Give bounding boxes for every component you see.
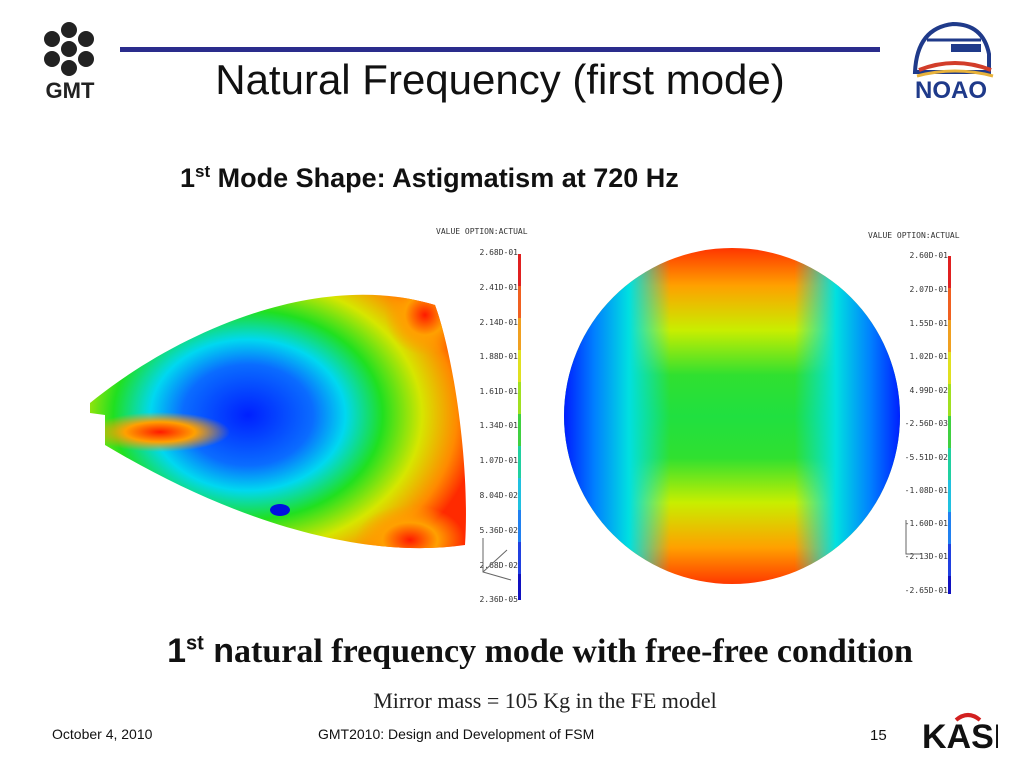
right-legend-label: -2.56D-03 bbox=[904, 419, 948, 428]
caption-rest: atural frequency mode with free-free con… bbox=[234, 633, 913, 670]
page-title: Natural Frequency (first mode) bbox=[215, 56, 785, 103]
left-legend-label: 1.07D-01 bbox=[479, 456, 518, 465]
left-legend-label: 2.68D-02 bbox=[479, 561, 518, 570]
subtitle: 1st Mode Shape: Astigmatism at 720 Hz bbox=[180, 162, 679, 194]
right-axis-triad-icon bbox=[905, 520, 922, 555]
right-legend-label: -2.13D-01 bbox=[904, 552, 948, 561]
right-legend-label: 1.55D-01 bbox=[909, 319, 948, 328]
kasi-logo-icon: KASI bbox=[922, 713, 1003, 756]
left-legend-label: 1.61D-01 bbox=[479, 387, 518, 396]
left-axis-triad-icon bbox=[482, 538, 512, 581]
left-legend-label: 8.04D-02 bbox=[479, 491, 518, 500]
left-legend-label: 2.41D-01 bbox=[479, 283, 518, 292]
subtitle-rest: Mode Shape: Astigmatism at 720 Hz bbox=[210, 163, 679, 193]
right-legend-label: 1.02D-01 bbox=[909, 352, 948, 361]
side-view-mode-plot bbox=[90, 294, 466, 549]
footer-date: October 4, 2010 bbox=[52, 726, 153, 742]
footer-conference: GMT2010: Design and Development of FSM bbox=[318, 726, 595, 742]
right-legend-label: 2.60D-01 bbox=[909, 251, 948, 260]
subtitle-prefix: 1 bbox=[180, 163, 196, 193]
right-legend-title: VALUE OPTION:ACTUAL bbox=[868, 231, 960, 240]
left-legend-label: 2.68D-01 bbox=[479, 248, 518, 257]
gmt-logo-text: GMT bbox=[45, 78, 95, 103]
caption-sup: st bbox=[185, 632, 204, 655]
caption-prefix: 1 bbox=[167, 632, 186, 670]
left-legend-label: 5.36D-02 bbox=[479, 526, 518, 535]
noao-logo: NOAO bbox=[895, 10, 1007, 106]
right-legend-label: -1.60D-01 bbox=[904, 519, 948, 528]
left-color-bar bbox=[518, 254, 521, 600]
right-color-bar bbox=[948, 256, 951, 594]
right-legend-label: 2.07D-01 bbox=[909, 285, 948, 294]
right-legend-label: -1.08D-01 bbox=[904, 486, 948, 495]
mass-note: Mirror mass = 105 Kg in the FE model bbox=[373, 688, 717, 713]
left-legend-label: 2.36D-05 bbox=[479, 595, 518, 604]
gmt-flower-icon bbox=[44, 22, 94, 76]
kasi-logo-text: KASI bbox=[922, 718, 998, 756]
right-legend-label: 4.99D-02 bbox=[909, 386, 948, 395]
left-legend-label: 1.34D-01 bbox=[479, 421, 518, 430]
gmt-logo bbox=[28, 12, 110, 108]
left-legend-label: 2.14D-01 bbox=[479, 318, 518, 327]
kasi-logo: KASI bbox=[918, 706, 1003, 762]
left-legend-label: 1.88D-01 bbox=[479, 352, 518, 361]
subtitle-sup: st bbox=[195, 162, 211, 181]
title-rule bbox=[120, 47, 880, 52]
observatory-dome-icon: NOAO bbox=[912, 21, 994, 104]
page-number: 15 bbox=[870, 727, 887, 744]
face-view-mode-plot bbox=[564, 248, 900, 584]
right-legend-label: -5.51D-02 bbox=[904, 453, 948, 462]
noao-logo-text: NOAO bbox=[915, 77, 987, 104]
caption-n: n bbox=[203, 632, 234, 670]
left-legend-title: VALUE OPTION:ACTUAL bbox=[436, 227, 528, 236]
right-legend-label: -2.65D-01 bbox=[904, 586, 948, 595]
caption: 1st natural frequency mode with free-fre… bbox=[100, 632, 980, 671]
